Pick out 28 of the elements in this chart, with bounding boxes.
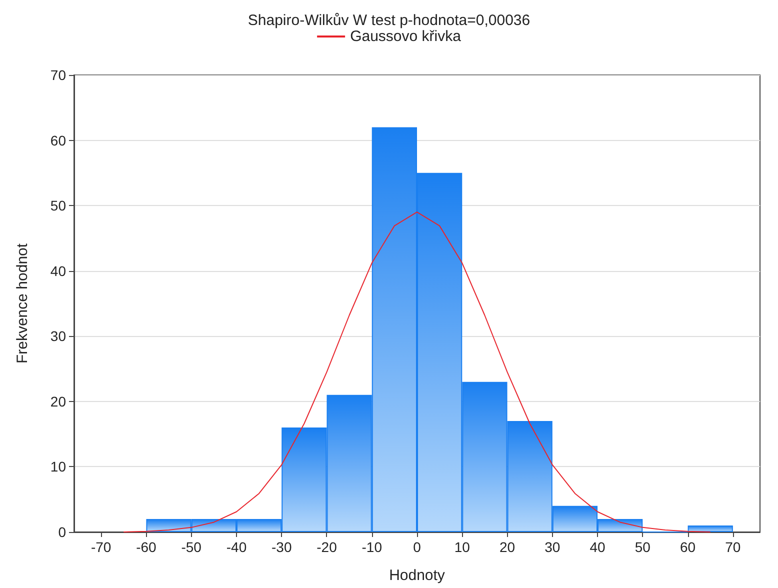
line-series (123, 212, 711, 532)
y-tick-label: 10 (50, 458, 66, 475)
x-tick-label: -60 (136, 539, 157, 555)
y-tick-label: 0 (58, 524, 66, 540)
x-tick-label: -30 (271, 539, 292, 555)
y-tick-label: 20 (50, 393, 66, 410)
y-tick-label: 70 (50, 67, 66, 83)
x-tick-label: 10 (454, 539, 470, 555)
x-tick-label: 30 (544, 539, 560, 555)
x-axis-title: Hodnoty (389, 567, 446, 584)
x-tick-label: 40 (590, 539, 606, 555)
x-tick-label: -50 (181, 539, 202, 555)
x-tick-label: -10 (362, 539, 382, 555)
y-tick-label: 50 (50, 198, 66, 214)
y-axis-title: Frekvence hodnot (14, 242, 31, 364)
chart-title: Shapiro-Wilkův W test p-hodnota=0,00036 (248, 12, 530, 29)
x-tick-label: 0 (413, 539, 422, 555)
x-tick-label: -40 (226, 539, 247, 555)
legend-label: Gaussovo křivka (350, 28, 462, 45)
y-tick-label: 60 (50, 132, 66, 148)
x-tick-label: 60 (680, 539, 696, 555)
x-tick-label: 20 (499, 539, 516, 555)
y-tick-label: 30 (50, 328, 66, 344)
x-tick-label: -20 (316, 539, 338, 555)
x-tick-label: 50 (634, 539, 651, 555)
x-tick-label: 70 (725, 539, 741, 555)
y-tick-label: 40 (50, 262, 66, 279)
x-tick-label: -70 (90, 539, 112, 555)
